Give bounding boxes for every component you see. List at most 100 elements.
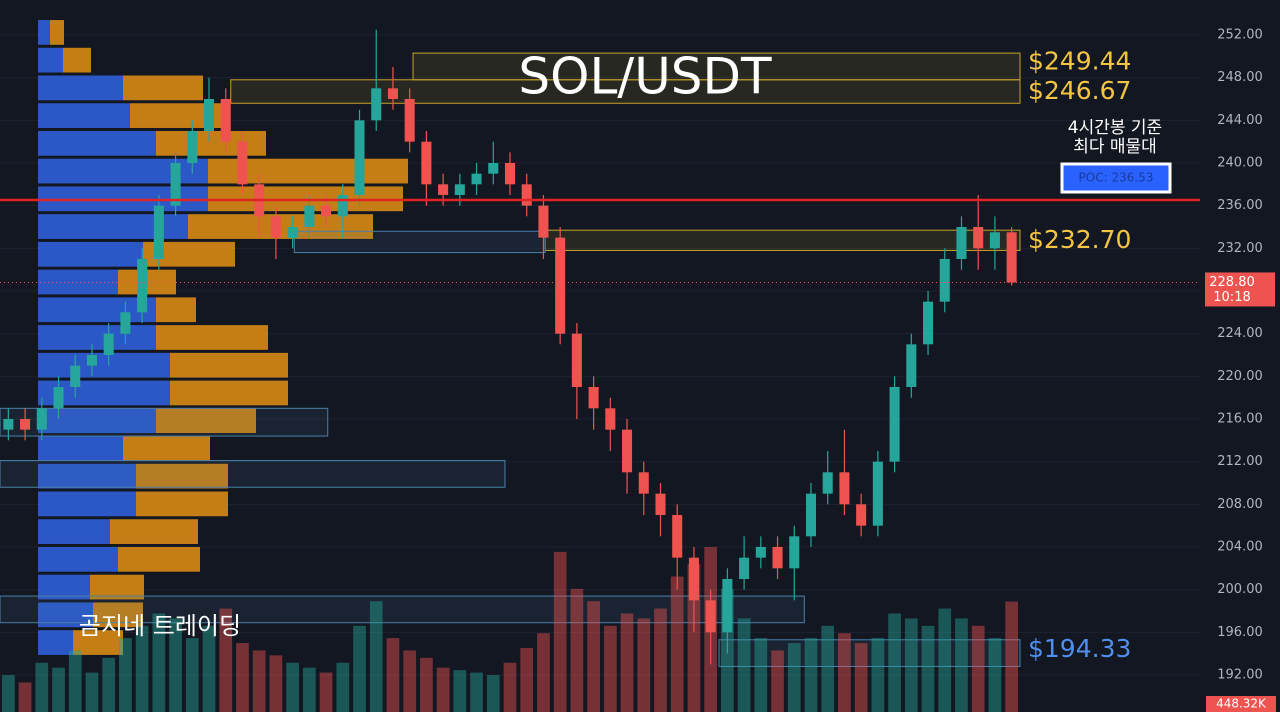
y-tick-label: 252.00 (1217, 27, 1263, 42)
volume-bar (369, 601, 383, 712)
volume-bar (537, 633, 550, 712)
volume-bar (587, 601, 600, 712)
annotation: 4시간봉 기준 (1068, 118, 1162, 138)
candle-body (973, 226, 984, 249)
volume-bar (252, 650, 266, 712)
candle-body (956, 226, 967, 259)
profile-buy (38, 297, 156, 323)
candle-body (571, 333, 582, 387)
y-tick-label: 240.00 (1217, 155, 1263, 170)
volume-label: 448.32K (1216, 697, 1267, 711)
volume-bar (119, 638, 132, 712)
volume-bar (386, 638, 400, 712)
profile-buy (38, 103, 130, 128)
volume-bar (553, 551, 567, 712)
volume-bar (453, 670, 467, 712)
poc-label: POC: 236.53 (1079, 171, 1154, 185)
volume-bar (904, 618, 918, 712)
candle-body (438, 184, 449, 195)
candle-body (655, 493, 666, 515)
profile-buy (38, 47, 63, 73)
volume-bar (838, 633, 851, 712)
zone (230, 79, 1021, 104)
candle-body (153, 205, 164, 259)
chart-title: SOL/USDT (518, 48, 772, 106)
profile-buy (38, 241, 143, 267)
candle-body (772, 546, 783, 569)
volume-tag (1206, 696, 1276, 712)
volume-bar (520, 647, 534, 712)
y-tick-label: 220.00 (1217, 369, 1263, 384)
candle-body (454, 184, 465, 195)
profile-buy (38, 574, 90, 600)
volume-bar (938, 608, 952, 712)
volume-bar (955, 618, 968, 712)
profile-buy (38, 20, 50, 45)
profile-sell (156, 408, 256, 434)
candle-body (504, 162, 516, 185)
y-tick-label: 224.00 (1217, 326, 1263, 341)
y-tick-label: 200.00 (1217, 582, 1263, 597)
candle-body (872, 461, 883, 526)
profile-sell (136, 463, 228, 489)
y-tick-label: 208.00 (1217, 497, 1263, 512)
volume-bar (771, 650, 784, 712)
volume-bar (988, 638, 1002, 712)
volume-bar (420, 657, 433, 712)
candle-body (672, 514, 683, 558)
volume-bar (670, 576, 684, 712)
candle-body (404, 98, 415, 142)
candle-body (270, 216, 281, 238)
zone (0, 407, 329, 437)
volume-bar (85, 672, 99, 712)
candle-body (421, 141, 432, 185)
y-tick-label: 212.00 (1217, 454, 1263, 469)
candle-body (488, 162, 499, 174)
candle-body (237, 141, 248, 185)
zone-label: $246.67 (1028, 76, 1131, 105)
candle-body (120, 312, 131, 334)
volume-bar (403, 650, 417, 712)
zone (544, 229, 1021, 251)
candle-body (822, 472, 833, 494)
volume-bar (169, 618, 182, 712)
volume-bar (687, 564, 701, 712)
volume-bar (737, 618, 751, 712)
candle-body (605, 408, 616, 430)
candle-body (705, 600, 716, 633)
volume-bar (336, 662, 350, 712)
candle-body (137, 258, 148, 313)
candle-body (371, 88, 382, 121)
watermark: 곰지네 트레이딩 (79, 612, 241, 640)
candle-body (521, 184, 532, 206)
candle-body (1006, 232, 1017, 283)
candle-body (538, 205, 549, 238)
volume-bar (854, 643, 868, 712)
candle-body (86, 354, 97, 366)
zone-label: $249.44 (1028, 46, 1131, 75)
volume-bar (152, 613, 166, 712)
candle-body (337, 194, 348, 217)
candle-body (103, 333, 114, 355)
candle-body (36, 408, 47, 430)
volume-bar (804, 638, 818, 712)
candle-body (839, 472, 850, 505)
y-tick-label: 244.00 (1217, 113, 1263, 128)
candle-body (889, 386, 900, 462)
candle-body (304, 205, 315, 227)
volume-bar (603, 625, 617, 712)
volume-bar (35, 662, 49, 712)
volume-bar (135, 625, 149, 712)
profile-buy (38, 269, 118, 295)
candle-body (638, 472, 649, 494)
profile-sell (156, 297, 196, 323)
volume-bar (486, 675, 500, 712)
profile-buy (38, 408, 156, 434)
profile-buy (38, 463, 136, 489)
candle-body (170, 162, 181, 206)
profile-buy (38, 352, 170, 378)
profile-sell (123, 75, 203, 101)
volume-bar (286, 662, 299, 712)
